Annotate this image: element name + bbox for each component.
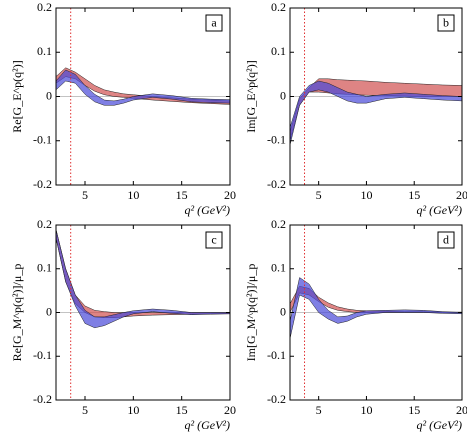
y-tick-label: -0.2 — [33, 392, 52, 406]
y-tick-label: 0 — [46, 304, 52, 318]
y-tick-label: 0.1 — [37, 44, 52, 58]
x-tick-label: 20 — [456, 403, 467, 417]
x-tick-label: 15 — [176, 188, 188, 202]
x-tick-label: 20 — [456, 188, 467, 202]
panel-label: a — [211, 15, 217, 29]
y-tick-label: -0.1 — [33, 133, 52, 147]
y-tick-label: 0.1 — [271, 44, 286, 58]
panel-label: c — [211, 232, 216, 246]
y-tick-label: -0.1 — [267, 348, 286, 362]
x-tick-label: 10 — [360, 188, 372, 202]
y-tick-label: 0.2 — [37, 0, 52, 14]
y-tick-label: -0.2 — [267, 177, 286, 191]
y-tick-label: 0.2 — [37, 217, 52, 231]
y-axis-label: Im[G_E^p(q²)] — [244, 60, 258, 133]
x-tick-label: 20 — [224, 188, 236, 202]
y-tick-label: 0.2 — [271, 217, 286, 231]
x-tick-label: 5 — [82, 188, 88, 202]
y-tick-label: -0.1 — [33, 348, 52, 362]
x-axis-label: q² (GeV²) — [416, 203, 462, 217]
x-tick-label: 15 — [408, 188, 420, 202]
x-tick-label: 10 — [127, 188, 139, 202]
x-tick-label: 10 — [127, 403, 139, 417]
x-tick-label: 15 — [176, 403, 188, 417]
x-axis-label: q² (GeV²) — [416, 418, 462, 432]
y-tick-label: 0.2 — [271, 0, 286, 14]
panel-label: d — [443, 232, 449, 246]
x-tick-label: 5 — [82, 403, 88, 417]
x-tick-label: 5 — [316, 403, 322, 417]
panel-label-box — [205, 231, 223, 249]
x-axis-label: q² (GeV²) — [184, 203, 230, 217]
y-tick-label: 0 — [280, 88, 286, 102]
x-axis-label: q² (GeV²) — [184, 418, 230, 432]
panel-label-box — [437, 14, 455, 32]
x-tick-label: 10 — [360, 403, 372, 417]
y-axis-label: Re[G_M^p(q²)]/μ_p — [10, 264, 24, 362]
y-axis-label: Im[G_M^p(q²)]/μ_p — [244, 264, 258, 362]
panel-label-box — [437, 231, 455, 249]
x-tick-label: 5 — [316, 188, 322, 202]
y-tick-label: -0.2 — [267, 392, 286, 406]
y-tick-label: -0.2 — [33, 177, 52, 191]
x-tick-label: 20 — [224, 403, 236, 417]
y-tick-label: -0.1 — [267, 133, 286, 147]
x-tick-label: 15 — [408, 403, 420, 417]
y-tick-label: 0.1 — [271, 261, 286, 275]
y-axis-label: Re[G_E^p(q²)] — [10, 60, 24, 133]
y-tick-label: 0.1 — [37, 261, 52, 275]
y-tick-label: 0 — [280, 304, 286, 318]
panel-label-box — [205, 14, 223, 32]
panel-label: b — [443, 15, 449, 29]
y-tick-label: 0 — [46, 88, 52, 102]
